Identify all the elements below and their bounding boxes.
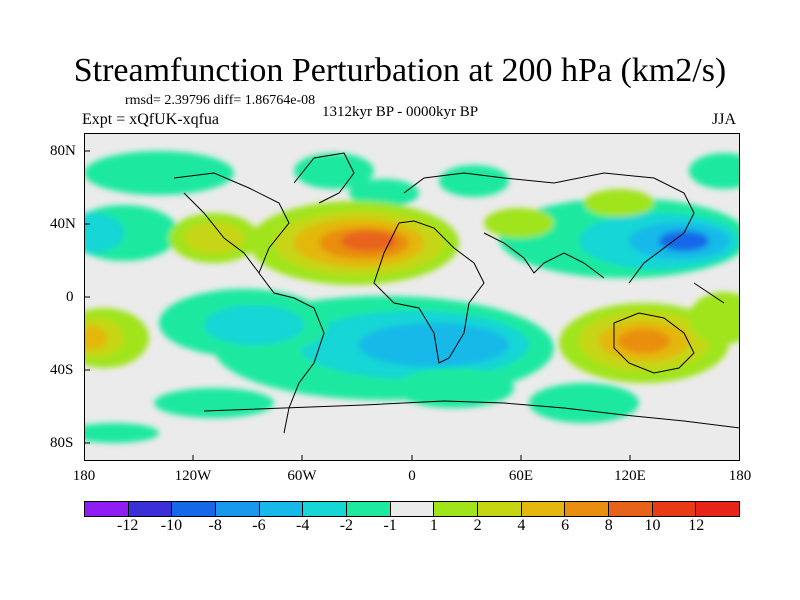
colorbar-label: 1 (429, 517, 438, 534)
colorbar-swatch (303, 502, 348, 516)
lon-label-0: 0 (408, 468, 416, 484)
colorbar-swatch (128, 502, 173, 516)
colorbar-label: 8 (604, 517, 613, 534)
colorbar-swatch (521, 502, 566, 516)
period-text: 1312kyr BP - 0000kyr BP (322, 104, 479, 120)
lon-label-120w: 120W (174, 468, 212, 484)
lon-label-180w: 180 (72, 468, 96, 484)
colorbar (84, 501, 740, 517)
colorbar-swatch (347, 502, 391, 516)
lat-label-40s: 40S (50, 362, 74, 378)
map-plot (84, 133, 740, 461)
lat-label-0: 0 (66, 289, 74, 305)
colorbar-swatch (85, 502, 129, 516)
colorbar-swatch (216, 502, 260, 516)
colorbar-swatch (565, 502, 610, 516)
colorbar-label: -4 (295, 517, 310, 534)
colorbar-swatch (609, 502, 653, 516)
colorbar-label: -12 (117, 517, 139, 534)
lat-label-80s: 80S (50, 435, 74, 451)
colorbar-label: -10 (160, 517, 183, 534)
lat-label-80n: 80N (50, 143, 76, 159)
colorbar-swatch (696, 502, 740, 516)
colorbar-label: 2 (473, 517, 482, 534)
coastlines (173, 152, 740, 434)
colorbar-label: 4 (517, 517, 526, 534)
colorbar-swatch (434, 502, 479, 516)
colorbar-label: -1 (383, 517, 397, 534)
colorbar-swatch (478, 502, 522, 516)
colorbar-label: 6 (561, 517, 570, 534)
colorbar-swatch (172, 502, 217, 516)
colorbar-swatch (390, 502, 435, 516)
colorbar-label: 12 (688, 517, 705, 534)
colorbar-label: -6 (252, 517, 266, 534)
season-label: JJA (712, 111, 737, 128)
experiment-label: Expt = xQfUK-xqfua (82, 111, 219, 128)
lat-label-40n: 40N (50, 216, 76, 232)
colorbar-label: 10 (644, 517, 661, 534)
chart-title: Streamfunction Perturbation at 200 hPa (… (73, 52, 727, 89)
colorbar-label: -8 (208, 517, 222, 534)
lon-label-60w: 60W (287, 468, 317, 484)
colorbar-swatch (259, 502, 304, 516)
colorbar-swatch (652, 502, 697, 516)
lon-label-120e: 120E (614, 468, 646, 484)
lon-label-60e: 60E (508, 468, 534, 484)
lon-label-180e: 180 (728, 468, 752, 484)
colorbar-label: -2 (339, 517, 354, 534)
stats-text: rmsd= 2.39796 diff= 1.86764e-08 (125, 93, 316, 108)
